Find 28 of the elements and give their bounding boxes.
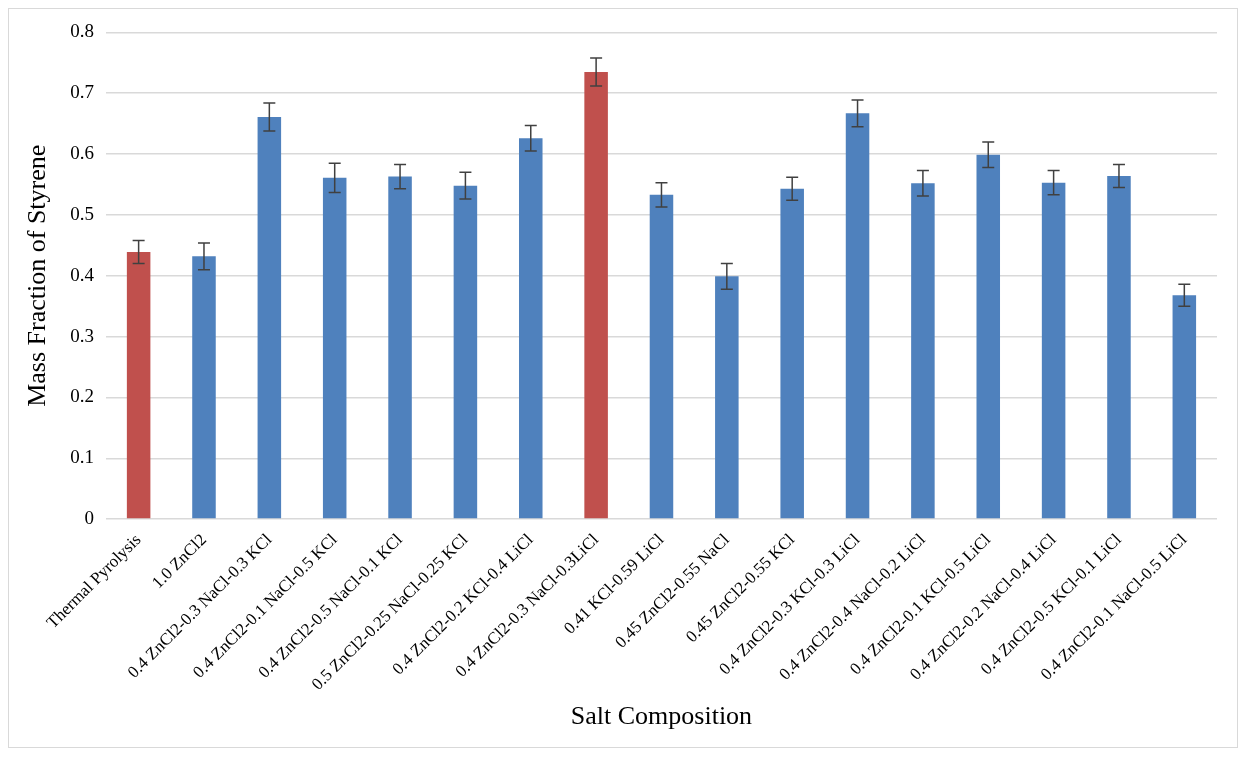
bar — [780, 188, 804, 519]
bar — [911, 183, 935, 519]
x-axis-title: Salt Composition — [570, 701, 753, 731]
bar — [126, 252, 151, 519]
y-tick-label: 0.3 — [70, 324, 94, 346]
bar — [715, 276, 739, 519]
y-tick-label: 0.2 — [70, 385, 94, 407]
bar — [1041, 182, 1066, 519]
bar — [257, 116, 282, 519]
bar — [453, 185, 478, 519]
y-axis-title: Mass Fraction of Styrene — [22, 144, 52, 407]
y-tick-label: 0.6 — [70, 142, 94, 164]
bar — [192, 256, 216, 519]
y-tick-label: 0.7 — [70, 81, 94, 103]
y-tick-label: 0.4 — [70, 263, 95, 285]
y-tick-label: 0.5 — [70, 202, 94, 224]
bar — [1107, 175, 1131, 519]
bar — [584, 71, 608, 519]
bar — [519, 138, 543, 519]
bar — [322, 177, 347, 519]
bar — [1172, 295, 1197, 519]
y-tick-label: 0.1 — [70, 446, 94, 468]
bar — [845, 113, 870, 519]
bar — [649, 194, 674, 519]
bar — [976, 154, 1001, 519]
y-tick-label: 0 — [84, 507, 94, 529]
bar — [388, 176, 412, 519]
y-tick-label: 0.8 — [70, 20, 94, 42]
